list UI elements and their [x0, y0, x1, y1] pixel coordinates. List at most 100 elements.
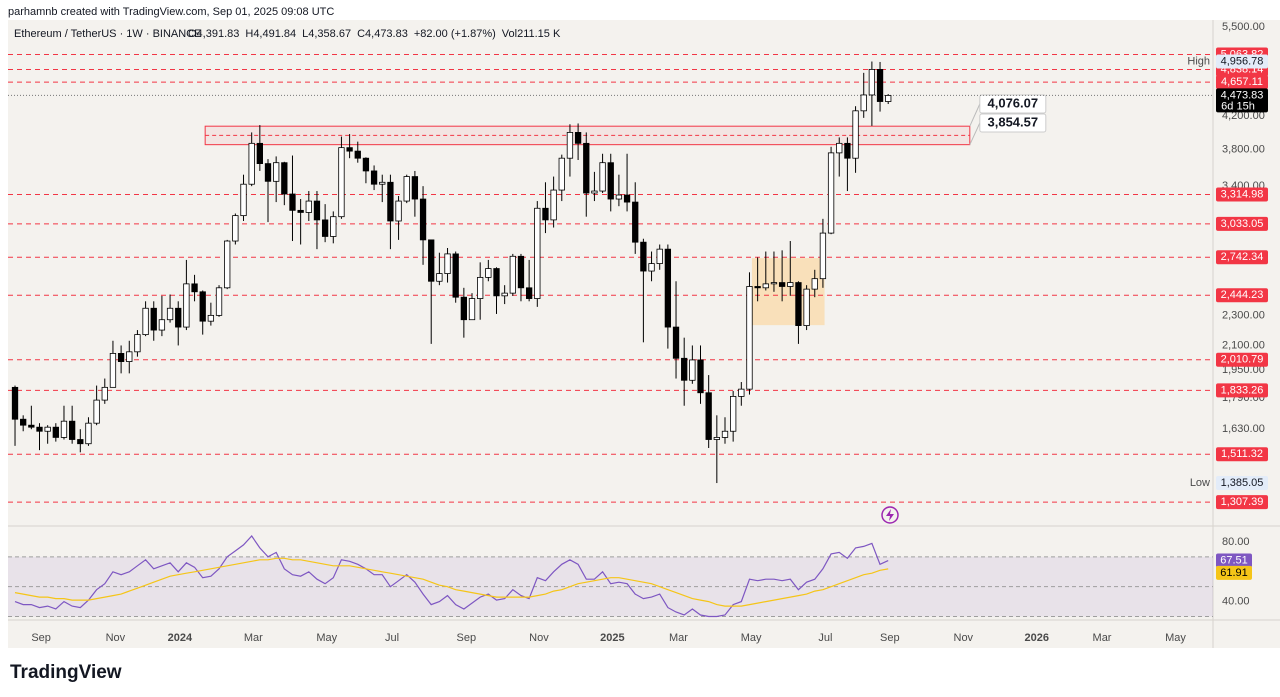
range-box: [751, 258, 825, 326]
candle-body: [224, 240, 231, 289]
marker-box: [1216, 476, 1268, 491]
legend-value: H4,491.84: [245, 28, 296, 40]
legend-value: +82.00 (+1.87%): [414, 28, 496, 40]
candle-body: [599, 162, 606, 192]
candle-body: [142, 307, 149, 336]
candle-body: [158, 319, 166, 331]
candle-body: [379, 181, 386, 185]
level-label-box: [1216, 250, 1268, 265]
level-label: 1,307.39: [1221, 496, 1264, 508]
candle-body: [623, 194, 631, 203]
candle-body: [256, 142, 263, 164]
candle-body: [273, 162, 280, 182]
candle-body: [574, 132, 582, 144]
rsi-tick-label: 80.00: [1222, 536, 1250, 548]
x-tick-label: May: [316, 632, 337, 644]
candle-body: [860, 94, 867, 112]
candle-body: [501, 292, 508, 297]
candle-body: [232, 215, 239, 242]
candle-body: [11, 386, 19, 420]
level-label-box: [1216, 352, 1268, 367]
marker-label: 1,385.05: [1221, 477, 1264, 489]
x-tick-label: May: [741, 632, 762, 644]
candle-body: [713, 437, 720, 440]
candle-body: [166, 307, 174, 321]
candle-body: [305, 200, 312, 213]
candle-body: [77, 439, 84, 445]
candle-body: [150, 307, 157, 331]
rsi-tick-label: 40.00: [1222, 595, 1250, 607]
candle-body: [803, 288, 810, 326]
candle-body: [60, 420, 68, 438]
candle-body: [20, 418, 27, 426]
candle-body: [297, 209, 304, 213]
candle-body: [452, 253, 459, 298]
candle-body: [321, 219, 329, 237]
zone-label-box: [979, 94, 1047, 114]
x-tick-label: Jul: [385, 632, 399, 644]
y-tick-label: 1,630.00: [1222, 423, 1265, 435]
x-tick-label: Jul: [818, 632, 832, 644]
x-tick-label: Sep: [31, 632, 51, 644]
x-tick-label: Nov: [106, 632, 126, 644]
x-tick-label: Nov: [954, 632, 974, 644]
event-icon: [881, 506, 899, 524]
level-label-box: [1216, 383, 1268, 398]
marker-box: [1216, 54, 1268, 69]
candle-body: [705, 392, 712, 440]
candle-body: [648, 263, 655, 272]
level-label-box: [1216, 447, 1268, 462]
credit: parhamnb created with TradingView.com, S…: [8, 6, 334, 18]
candle-body: [36, 426, 43, 432]
x-tick-label: Sep: [457, 632, 477, 644]
candle-body: [640, 241, 647, 272]
level-label: 2,010.79: [1221, 354, 1264, 366]
candle-body: [672, 326, 680, 359]
countdown: 6d 15h: [1221, 100, 1255, 112]
zone-label-box: [979, 113, 1047, 133]
candle-body: [93, 399, 100, 424]
candle-body: [134, 334, 141, 353]
candle-body: [240, 183, 247, 217]
marker-name: Low: [1190, 477, 1210, 489]
candle-body: [770, 282, 778, 285]
candle-body: [746, 286, 753, 390]
x-tick-label: Sep: [880, 632, 900, 644]
candle-body: [876, 68, 884, 102]
rsi-value-box: [1216, 553, 1252, 568]
candle-body: [444, 253, 451, 274]
candle-body: [697, 359, 704, 394]
y-tick-label: 4,200.00: [1222, 110, 1265, 122]
candle-body: [126, 351, 133, 362]
candle-body: [117, 353, 125, 362]
y-tick-label: 2,300.00: [1222, 309, 1265, 321]
candle-body: [436, 273, 443, 282]
candle-body: [664, 248, 672, 328]
x-tick-label: Mar: [244, 632, 263, 644]
candle-body: [754, 286, 761, 289]
level-label-box: [1216, 187, 1268, 202]
candle-body: [477, 276, 484, 299]
candle-body: [632, 201, 639, 243]
candle-body: [819, 232, 827, 280]
candle-body: [68, 420, 76, 440]
legend-value: C4,473.83: [357, 28, 408, 40]
candle-body: [460, 296, 468, 321]
level-label: 3,033.05: [1221, 218, 1264, 230]
candle-body: [199, 291, 206, 322]
rsi-line: [14, 535, 889, 618]
candle-body: [615, 194, 623, 200]
candle-body: [330, 216, 337, 237]
level-label: 1,511.32: [1221, 448, 1263, 460]
rsi-ma-line: [14, 557, 889, 607]
candle-body: [852, 110, 859, 159]
candle-body: [566, 132, 574, 159]
candle-body: [656, 248, 663, 264]
level-label-box: [1216, 495, 1268, 510]
rsi-value-label: 61.91: [1220, 567, 1248, 579]
x-tick-label: 2024: [168, 632, 193, 644]
candle-body: [689, 359, 696, 381]
candle-body: [387, 181, 394, 222]
